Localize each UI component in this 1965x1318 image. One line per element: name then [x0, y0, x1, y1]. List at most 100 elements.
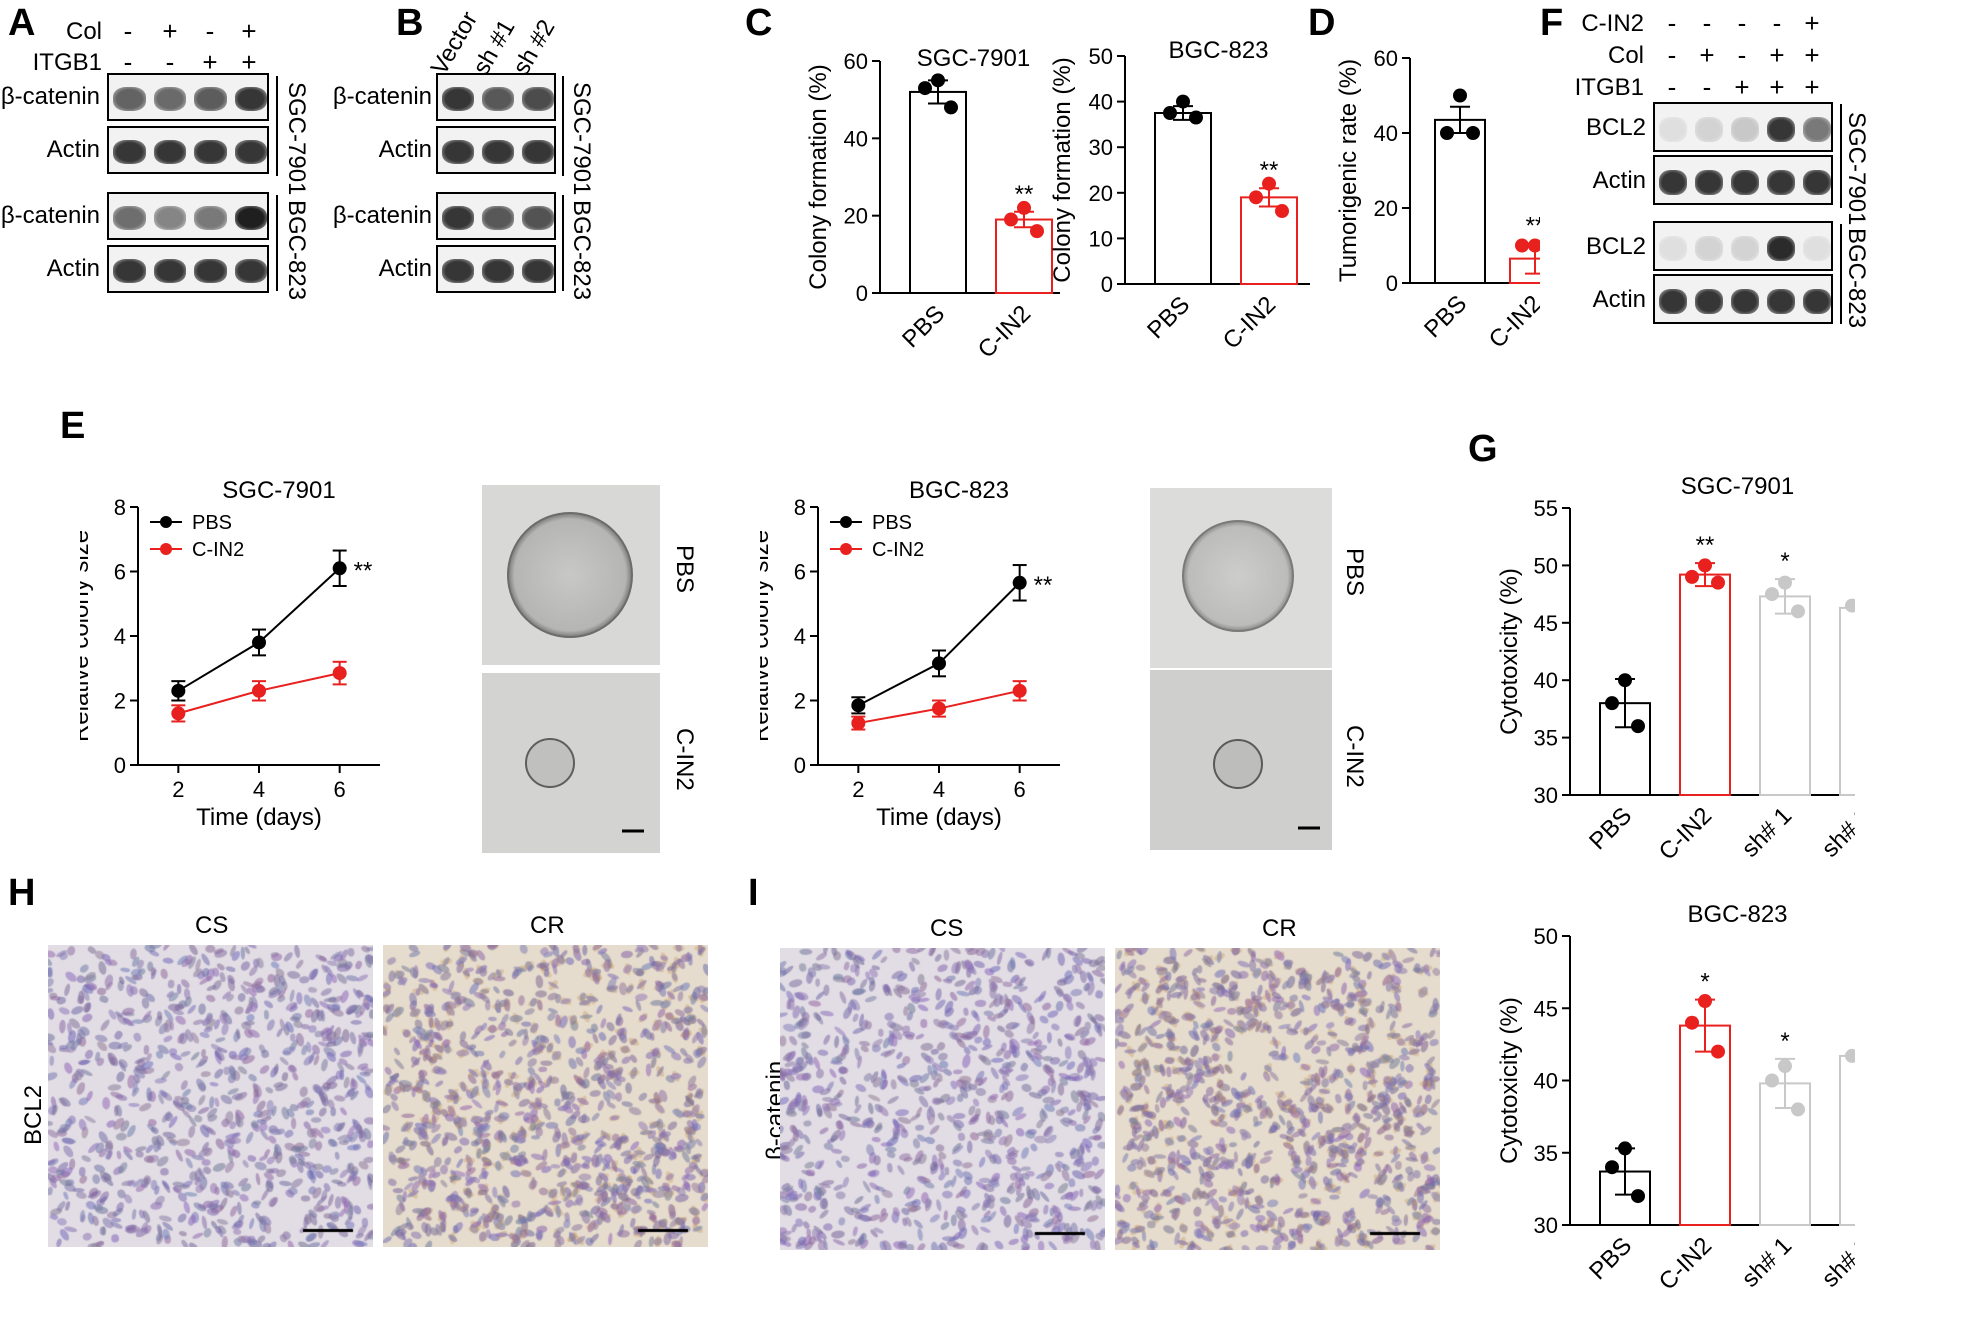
x-tick-label: C-IN2: [973, 300, 1036, 363]
f-sign: -: [1737, 8, 1747, 38]
bar: [1679, 573, 1731, 796]
data-point: [1791, 604, 1805, 619]
a-blot-label-3: Actin: [46, 255, 100, 282]
micrograph-bgc823-cin2: [1150, 670, 1332, 850]
bar: [1154, 112, 1212, 285]
i-col-cr: CR: [1262, 915, 1297, 942]
x-tick-label: sh# 1: [1737, 802, 1798, 863]
f-blot-label-2: BCL2: [1585, 233, 1646, 260]
data-point: [851, 716, 866, 731]
data-point: [1685, 569, 1699, 584]
x-tick-label: 2: [172, 777, 184, 802]
a-row-col: Col: [65, 18, 102, 45]
f-row-col: Col: [1607, 42, 1644, 69]
band: [194, 87, 227, 111]
b-bracket-1: [562, 76, 564, 176]
y-tick-label: 60: [1374, 46, 1398, 71]
y-axis-label: Tumorigenic rate (%): [1335, 59, 1362, 282]
f-sign: +: [1804, 8, 1820, 38]
data-point: [1004, 212, 1018, 227]
y-tick-label: 40: [1534, 1069, 1558, 1094]
band: [113, 206, 146, 230]
x-axis-label: Time (days): [196, 804, 322, 831]
y-axis-label: Colony formation (%): [805, 64, 832, 289]
f-sign: -: [1702, 72, 1712, 102]
band: [442, 259, 474, 283]
a-blot-label-1: Actin: [46, 136, 100, 163]
micrograph-bgc823-pbs: [1150, 488, 1332, 668]
band: [522, 206, 554, 230]
data-point: [1453, 88, 1467, 103]
data-point: [1791, 1102, 1805, 1117]
band: [234, 140, 267, 164]
data-point: [1618, 673, 1632, 688]
band: [1659, 169, 1687, 195]
f-blot-label-1: Actin: [1592, 167, 1646, 194]
a-blot-3: [107, 245, 269, 293]
x-tick-label: PBS: [1584, 802, 1637, 855]
significance-label: **: [1015, 181, 1034, 208]
data-point: [1765, 587, 1779, 602]
chart-title: SGC-7901: [917, 45, 1030, 72]
band: [1803, 169, 1831, 195]
ihc-i-cs: [780, 948, 1105, 1250]
chart-e-sgc7901: 0 2 4 6 8 2 4 6 Time (days) Relative colony size S…: [80, 477, 380, 831]
band: [113, 140, 146, 164]
band: [113, 87, 146, 111]
h-col-cr: CR: [530, 912, 565, 939]
band: [113, 259, 146, 283]
a-group-1: SGC-7901: [283, 82, 310, 196]
a-blot-label-0: β-catenin: [0, 83, 100, 110]
data-point: [1845, 1048, 1855, 1063]
chart-g-bgc823: 30 35 40 45 50 BGC-823 Cytotoxicity (%) PBS * C-I…: [1496, 901, 1855, 1296]
data-point: [1466, 126, 1480, 140]
data-point: [1685, 1015, 1699, 1030]
a-sign: +: [241, 47, 257, 77]
panel-letter-i: I: [748, 872, 759, 914]
b-blot-label-2: β-catenin: [332, 202, 432, 229]
y-tick-label: 0: [1386, 271, 1398, 296]
y-tick-label: 0: [794, 753, 806, 778]
band: [153, 140, 186, 164]
f-blot-label-3: Actin: [1592, 286, 1646, 313]
data-point: [1765, 1073, 1779, 1088]
data-point: [1017, 200, 1031, 215]
legend-label: C-IN2: [192, 539, 244, 561]
data-point: [1440, 126, 1454, 140]
x-tick-label: C-IN2: [1654, 802, 1717, 865]
y-tick-label: 0: [1101, 272, 1113, 297]
band: [194, 140, 227, 164]
x-tick-label: C-IN2: [1218, 291, 1281, 354]
data-point: [1711, 1044, 1725, 1059]
data-point: [1845, 598, 1855, 613]
significance-label: *: [1700, 969, 1709, 996]
a-sign: -: [165, 47, 175, 77]
b-blot-3: [436, 245, 556, 293]
data-point: [932, 656, 946, 671]
band: [1659, 235, 1687, 261]
a-sign: +: [241, 16, 257, 46]
band: [442, 87, 474, 111]
b-blot-1: [436, 126, 556, 174]
x-tick-label: 6: [1014, 777, 1026, 802]
data-point: [1163, 106, 1177, 120]
y-tick-label: 55: [1534, 496, 1558, 521]
chart-e-bgc823: 0 2 4 6 8 2 4 6 Time (days) Relative colony size B…: [760, 477, 1060, 831]
f-blot-1: [1653, 155, 1833, 205]
data-point: [1605, 696, 1619, 711]
bar: [1434, 118, 1486, 284]
data-point: [931, 73, 945, 88]
data-point: [851, 698, 866, 713]
f-blot-label-0: BCL2: [1585, 114, 1646, 141]
y-tick-label: 45: [1534, 611, 1558, 636]
micrograph-sgc7901-pbs: [482, 485, 660, 665]
a-sign: -: [123, 16, 133, 46]
chart-title: BGC-823: [1168, 38, 1268, 64]
chart-c-bgc823: 0 10 20 30 40 50 BGC-823 Colony formation (%) PB…: [1049, 38, 1310, 355]
b-blot-label-0: β-catenin: [332, 83, 432, 110]
x-tick-label: sh# 1: [1737, 1232, 1798, 1293]
f-sign: -: [1737, 40, 1747, 70]
f-blot-0: [1653, 102, 1833, 152]
f-sign: +: [1699, 40, 1715, 70]
band: [1695, 116, 1723, 142]
